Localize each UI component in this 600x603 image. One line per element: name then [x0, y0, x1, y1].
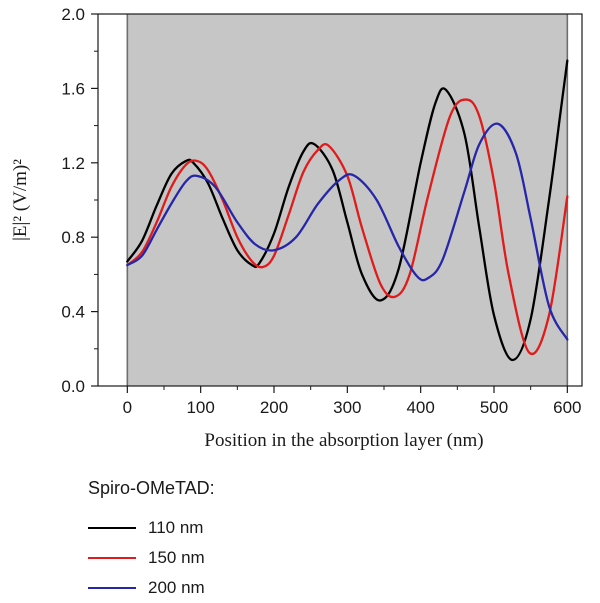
- curves: [126, 59, 569, 362]
- series-line-2: [126, 122, 569, 341]
- legend-label-2: 200 nm: [148, 578, 205, 597]
- legend-items: 110 nm 150 nm 200 nm: [88, 513, 388, 603]
- plot-area: [126, 14, 569, 386]
- x-tick-label-3: 300: [333, 398, 361, 417]
- legend-swatch-0: [88, 527, 136, 529]
- x-tick-label-5: 500: [480, 398, 508, 417]
- x-axis-label: Position in the absorption layer (nm): [204, 430, 483, 451]
- y-axis-label: |E|² (V/m)²: [10, 159, 31, 241]
- legend-item-0: 110 nm: [88, 513, 388, 543]
- x-tick-label-4: 400: [406, 398, 434, 417]
- legend-swatch-1: [88, 557, 136, 559]
- legend-title: Spiro-OMeTAD:: [88, 478, 215, 498]
- y-tick-label-1: 0.4: [61, 303, 85, 322]
- ticks: 0 100 200 300 400 500 600 0.0 0.4 0.8 1.2 1.6 2.0: [61, 5, 581, 417]
- legend: Spiro-OMeTAD: 110 nm 150 nm 200 nm: [88, 478, 388, 603]
- x-tick-label-0: 0: [123, 398, 132, 417]
- series-line-1: [126, 98, 569, 356]
- legend-item-1: 150 nm: [88, 543, 388, 573]
- y-tick-label-0: 0.0: [61, 377, 85, 396]
- legend-item-2: 200 nm: [88, 573, 388, 603]
- legend-label-1: 150 nm: [148, 548, 205, 567]
- y-tick-label-5: 2.0: [61, 5, 85, 24]
- x-tick-label-1: 100: [186, 398, 214, 417]
- series-line-0: [126, 59, 569, 362]
- x-tick-label-2: 200: [260, 398, 288, 417]
- line-chart: 0 100 200 300 400 500 600 0.0 0.4 0.8 1.2 1.6 2.0 Po…: [10, 5, 583, 451]
- y-tick-label-4: 1.6: [61, 79, 85, 98]
- legend-swatch-2: [88, 587, 136, 589]
- y-tick-label-2: 0.8: [61, 228, 85, 247]
- shaded-region: [127, 14, 568, 386]
- y-tick-label-3: 1.2: [61, 154, 85, 173]
- x-tick-label-6: 600: [553, 398, 581, 417]
- legend-label-0: 110 nm: [148, 518, 204, 537]
